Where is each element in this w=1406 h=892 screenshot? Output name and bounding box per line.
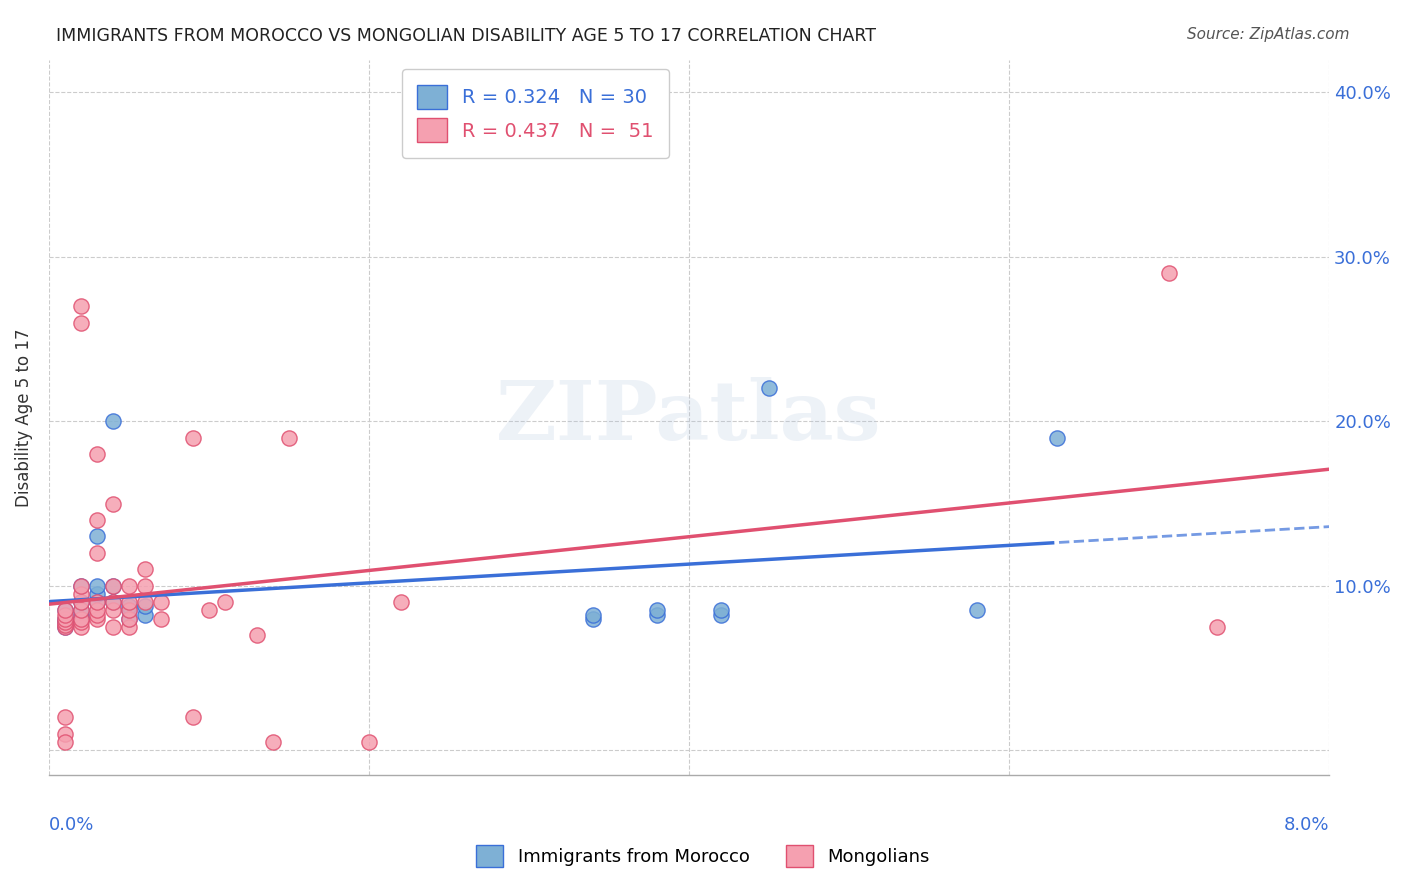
- Point: [118, 612, 141, 626]
- Point: [53, 612, 76, 626]
- Point: [278, 431, 301, 445]
- Point: [118, 603, 141, 617]
- Point: [53, 603, 76, 617]
- Text: Source: ZipAtlas.com: Source: ZipAtlas.com: [1187, 27, 1350, 42]
- Point: [389, 595, 412, 609]
- Point: [70, 620, 93, 634]
- Point: [70, 612, 93, 626]
- Point: [101, 414, 124, 428]
- Text: 8.0%: 8.0%: [1284, 816, 1329, 834]
- Point: [53, 620, 76, 634]
- Point: [710, 603, 733, 617]
- Point: [70, 579, 93, 593]
- Point: [70, 608, 93, 623]
- Point: [1046, 431, 1069, 445]
- Point: [134, 608, 156, 623]
- Point: [246, 628, 269, 642]
- Point: [86, 513, 108, 527]
- Point: [53, 603, 76, 617]
- Point: [53, 618, 76, 632]
- Point: [181, 710, 204, 724]
- Point: [86, 603, 108, 617]
- Point: [118, 599, 141, 613]
- Point: [134, 599, 156, 613]
- Point: [86, 529, 108, 543]
- Point: [70, 612, 93, 626]
- Point: [150, 595, 173, 609]
- Point: [53, 608, 76, 623]
- Point: [118, 595, 141, 609]
- Point: [86, 579, 108, 593]
- Legend: Immigrants from Morocco, Mongolians: Immigrants from Morocco, Mongolians: [470, 838, 936, 874]
- Point: [86, 608, 108, 623]
- Point: [53, 727, 76, 741]
- Point: [86, 595, 108, 609]
- Point: [118, 579, 141, 593]
- Y-axis label: Disability Age 5 to 17: Disability Age 5 to 17: [15, 328, 32, 507]
- Point: [118, 620, 141, 634]
- Legend: R = 0.324   N = 30, R = 0.437   N =  51: R = 0.324 N = 30, R = 0.437 N = 51: [402, 70, 669, 158]
- Point: [53, 710, 76, 724]
- Point: [198, 603, 221, 617]
- Point: [181, 431, 204, 445]
- Point: [70, 603, 93, 617]
- Point: [70, 316, 93, 330]
- Point: [53, 615, 76, 629]
- Text: ZIPatlas: ZIPatlas: [496, 377, 882, 458]
- Point: [53, 615, 76, 629]
- Point: [101, 579, 124, 593]
- Point: [101, 620, 124, 634]
- Point: [214, 595, 236, 609]
- Point: [758, 382, 780, 396]
- Text: 0.0%: 0.0%: [49, 816, 94, 834]
- Point: [86, 595, 108, 609]
- Point: [86, 447, 108, 461]
- Point: [582, 612, 605, 626]
- Point: [101, 579, 124, 593]
- Point: [645, 608, 668, 623]
- Point: [70, 595, 93, 609]
- Point: [645, 603, 668, 617]
- Point: [262, 735, 284, 749]
- Point: [86, 587, 108, 601]
- Point: [1206, 620, 1229, 634]
- Point: [101, 595, 124, 609]
- Point: [53, 735, 76, 749]
- Point: [86, 546, 108, 560]
- Point: [70, 587, 93, 601]
- Point: [101, 603, 124, 617]
- Point: [134, 579, 156, 593]
- Point: [101, 595, 124, 609]
- Point: [101, 497, 124, 511]
- Text: IMMIGRANTS FROM MOROCCO VS MONGOLIAN DISABILITY AGE 5 TO 17 CORRELATION CHART: IMMIGRANTS FROM MOROCCO VS MONGOLIAN DIS…: [56, 27, 876, 45]
- Point: [357, 735, 380, 749]
- Point: [53, 612, 76, 626]
- Point: [150, 612, 173, 626]
- Point: [118, 612, 141, 626]
- Point: [70, 595, 93, 609]
- Point: [966, 603, 988, 617]
- Point: [134, 562, 156, 576]
- Point: [70, 615, 93, 629]
- Point: [1159, 266, 1181, 280]
- Point: [86, 612, 108, 626]
- Point: [118, 603, 141, 617]
- Point: [134, 595, 156, 609]
- Point: [70, 299, 93, 313]
- Point: [70, 603, 93, 617]
- Point: [710, 608, 733, 623]
- Point: [53, 620, 76, 634]
- Point: [70, 579, 93, 593]
- Point: [582, 608, 605, 623]
